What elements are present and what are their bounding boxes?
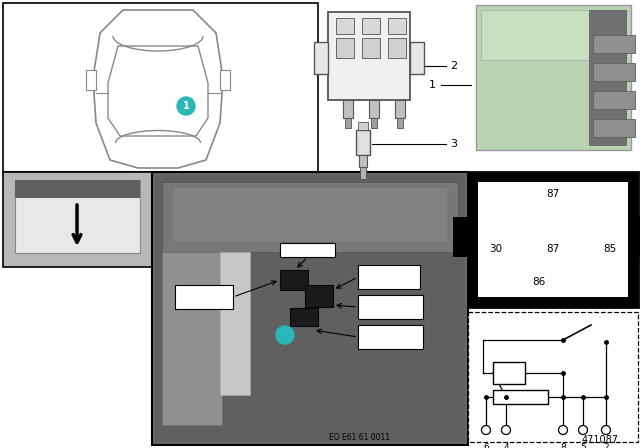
Text: 1: 1 bbox=[282, 330, 289, 340]
Bar bbox=[358, 122, 368, 130]
Bar bbox=[162, 182, 458, 252]
Circle shape bbox=[559, 426, 568, 435]
Bar bbox=[152, 172, 468, 445]
Text: 87: 87 bbox=[547, 244, 559, 254]
Bar bbox=[336, 38, 354, 58]
Text: 85: 85 bbox=[604, 244, 616, 254]
Bar bbox=[638, 217, 640, 257]
Bar bbox=[3, 172, 152, 267]
Bar bbox=[468, 312, 638, 442]
Circle shape bbox=[177, 97, 195, 115]
Bar bbox=[172, 187, 448, 242]
Text: EO E61 61 0011: EO E61 61 0011 bbox=[329, 432, 390, 441]
Bar bbox=[155, 175, 465, 442]
Bar bbox=[15, 180, 140, 253]
Bar bbox=[395, 100, 405, 118]
Text: 2: 2 bbox=[603, 443, 609, 448]
Bar bbox=[593, 35, 635, 53]
Bar bbox=[478, 182, 628, 297]
Bar bbox=[162, 252, 222, 425]
Bar bbox=[362, 18, 380, 34]
Bar bbox=[280, 243, 335, 257]
Circle shape bbox=[602, 426, 611, 435]
Bar bbox=[360, 167, 366, 179]
Text: K91: K91 bbox=[380, 267, 397, 276]
Bar bbox=[359, 155, 367, 167]
Text: K9: K9 bbox=[198, 288, 210, 297]
Bar bbox=[369, 100, 379, 118]
Bar bbox=[468, 172, 638, 307]
Bar bbox=[305, 285, 333, 307]
Bar bbox=[343, 100, 353, 118]
Text: 1: 1 bbox=[429, 80, 436, 90]
Text: K126: K126 bbox=[379, 327, 402, 336]
Bar bbox=[220, 70, 230, 90]
Text: 2: 2 bbox=[450, 61, 457, 71]
Bar bbox=[476, 5, 631, 150]
Text: X1110: X1110 bbox=[189, 297, 219, 306]
Bar bbox=[314, 42, 328, 74]
Bar bbox=[589, 10, 626, 145]
Bar bbox=[493, 362, 525, 384]
Bar bbox=[358, 265, 420, 289]
Bar bbox=[410, 42, 424, 74]
Bar bbox=[358, 325, 423, 349]
Text: X10274: X10274 bbox=[373, 337, 408, 346]
Bar bbox=[280, 270, 308, 290]
Bar bbox=[175, 285, 233, 309]
Bar bbox=[220, 252, 250, 395]
Text: 86: 86 bbox=[532, 277, 546, 287]
Bar bbox=[356, 130, 370, 155]
Circle shape bbox=[579, 426, 588, 435]
Circle shape bbox=[276, 326, 294, 344]
Bar bbox=[345, 118, 351, 128]
Bar bbox=[593, 91, 635, 109]
Bar bbox=[371, 118, 377, 128]
Text: 30: 30 bbox=[490, 244, 502, 254]
Bar bbox=[15, 180, 140, 198]
Bar bbox=[388, 18, 406, 34]
Circle shape bbox=[481, 426, 490, 435]
Bar bbox=[328, 12, 410, 100]
Text: 5: 5 bbox=[580, 443, 586, 448]
Text: 6: 6 bbox=[483, 443, 489, 448]
Text: 8: 8 bbox=[560, 443, 566, 448]
Bar bbox=[481, 10, 626, 60]
Text: X14111: X14111 bbox=[373, 307, 408, 316]
Bar bbox=[593, 63, 635, 81]
Text: 4: 4 bbox=[503, 443, 509, 448]
Bar bbox=[493, 390, 548, 404]
Bar bbox=[290, 308, 318, 326]
Bar bbox=[358, 295, 423, 319]
Bar bbox=[388, 38, 406, 58]
Bar bbox=[362, 38, 380, 58]
Bar bbox=[86, 70, 96, 90]
Bar bbox=[3, 3, 318, 172]
Text: 471087: 471087 bbox=[582, 435, 618, 445]
Bar bbox=[336, 18, 354, 34]
Bar bbox=[397, 118, 403, 128]
Circle shape bbox=[502, 426, 511, 435]
Text: K207: K207 bbox=[379, 297, 402, 306]
Bar bbox=[453, 217, 468, 257]
Bar bbox=[593, 119, 635, 137]
Text: X18510: X18510 bbox=[290, 246, 325, 254]
Text: 87: 87 bbox=[547, 189, 559, 199]
Text: 3: 3 bbox=[450, 139, 457, 149]
Text: X13056: X13056 bbox=[372, 277, 406, 287]
Text: 1: 1 bbox=[182, 101, 189, 111]
